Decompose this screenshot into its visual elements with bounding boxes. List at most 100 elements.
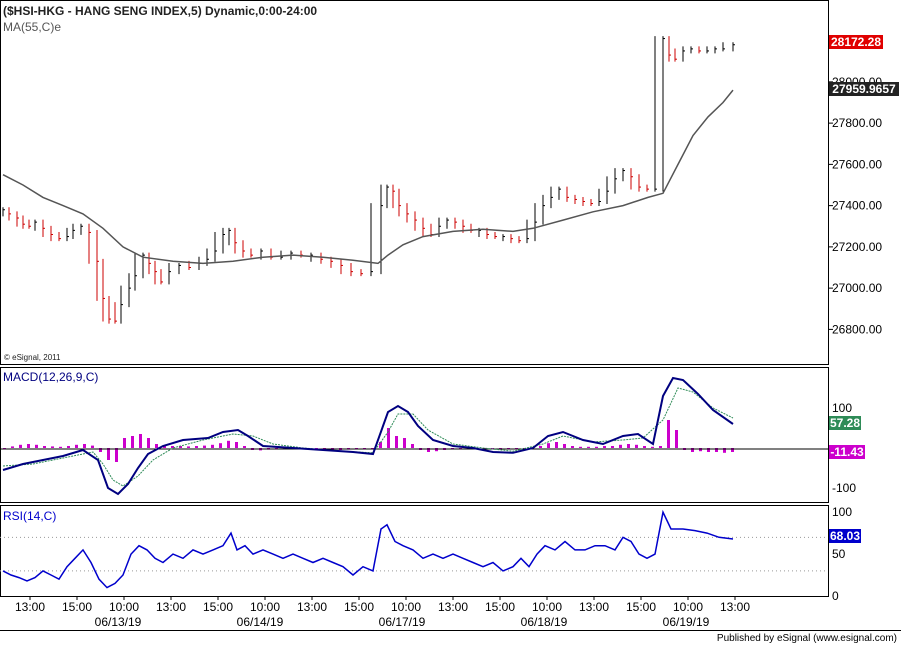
histogram-bar — [731, 448, 734, 452]
macd-value: 57.28 — [830, 416, 860, 430]
ma-label: MA(55,C)e — [3, 20, 61, 34]
histogram-bar — [547, 443, 550, 448]
histogram-bar — [211, 444, 214, 448]
histogram-bar — [723, 448, 726, 453]
histogram-bar — [171, 446, 174, 448]
price-tick-label: 26800.00 — [832, 322, 882, 336]
x-tick-label: 15:00 — [203, 600, 233, 614]
signal-line — [2, 387, 734, 487]
histogram-bar — [19, 444, 22, 448]
histogram-bar — [619, 444, 622, 448]
macd-line — [2, 376, 734, 496]
histogram-bar — [699, 448, 702, 452]
histogram-bar — [635, 444, 638, 448]
histogram-bar — [563, 444, 566, 448]
copyright: © eSignal, 2011 — [4, 353, 61, 362]
histogram-bar — [203, 445, 206, 448]
macd-panel-frame — [0, 367, 829, 503]
histogram-bar — [707, 448, 710, 452]
rsi-axis-ticks: 100 50 0 — [832, 505, 852, 603]
histogram-bar — [459, 448, 462, 449]
histogram-bar — [627, 444, 630, 448]
histogram-bar — [187, 446, 190, 448]
rsi-value-badge: 68.03 — [829, 529, 861, 543]
macd-tick-label: 100 — [832, 401, 852, 415]
chart-title: ($HSI-HKG - HANG SENG INDEX,5) Dynamic,0… — [3, 4, 317, 18]
date-label: 06/18/19 — [521, 615, 568, 629]
histogram-bar — [3, 448, 6, 449]
published-by: Published by eSignal (www.esignal.com) — [717, 633, 897, 644]
rsi-tick-label: 0 — [832, 589, 839, 603]
price-tick-label: 27400.00 — [832, 199, 882, 213]
histogram-bar — [35, 444, 38, 448]
histogram-bar — [555, 442, 558, 448]
x-tick-label: 10:00 — [109, 600, 139, 614]
date-label: 06/17/19 — [379, 615, 426, 629]
histogram-bar — [107, 448, 110, 460]
x-tick-label: 15:00 — [626, 600, 656, 614]
histogram-bar — [587, 446, 590, 448]
rsi-value: 68.03 — [830, 529, 860, 543]
histogram-bar — [243, 446, 246, 448]
x-axis: 13:00 15:00 10:00 13:00 15:00 10:00 13:00 15:00… — [15, 596, 750, 629]
x-tick-label: 10:00 — [391, 600, 421, 614]
histogram-bar — [379, 442, 382, 448]
histogram-bar — [235, 442, 238, 448]
price-bars — [2, 36, 735, 324]
rsi-panel-frame — [0, 505, 829, 597]
histogram-bar — [427, 448, 430, 452]
price-tick-label: 27800.00 — [832, 116, 882, 130]
date-label: 06/19/19 — [663, 615, 710, 629]
price-tick-label: 27200.00 — [832, 240, 882, 254]
histogram-bar — [11, 446, 14, 448]
histogram-bar — [139, 434, 142, 448]
date-label: 06/13/19 — [95, 615, 142, 629]
histogram-bar — [179, 446, 182, 448]
histogram-bar — [99, 448, 102, 452]
x-tick-label: 10:00 — [673, 600, 703, 614]
histogram-bar — [539, 446, 542, 448]
histogram-bar — [219, 443, 222, 448]
histogram-bar — [571, 446, 574, 448]
histogram-bar — [83, 444, 86, 448]
rsi-tick-label: 50 — [832, 547, 846, 561]
histogram-bar — [163, 445, 166, 448]
histogram-bar — [275, 448, 278, 449]
price-tick-label: 27000.00 — [832, 281, 882, 295]
histogram-bar — [395, 436, 398, 448]
last-price-value: 28172.28 — [831, 35, 881, 49]
macd-axis-ticks: 100 -100 — [832, 401, 856, 495]
macd-title: MACD(12,26,9,C) — [3, 370, 98, 384]
histogram-bar — [411, 444, 414, 448]
histogram-bar — [611, 446, 614, 448]
x-tick-label: 13:00 — [579, 600, 609, 614]
rsi-tick-label: 100 — [832, 505, 852, 519]
x-tick-label: 15:00 — [62, 600, 92, 614]
histogram-bar — [75, 444, 78, 448]
x-tick-label: 13:00 — [15, 600, 45, 614]
histogram-value: -11.43 — [830, 445, 864, 459]
panel-frames — [0, 0, 829, 597]
date-label: 06/14/19 — [237, 615, 284, 629]
histogram-bar — [403, 438, 406, 448]
histogram-bar — [115, 448, 118, 462]
histogram-bar — [675, 430, 678, 448]
last-price-badge: 28172.28 — [829, 35, 883, 49]
histogram-bar — [155, 444, 158, 448]
histogram-bar — [27, 444, 30, 448]
histogram-bar — [715, 448, 718, 452]
histogram-bar — [59, 446, 62, 448]
x-tick-label: 13:00 — [297, 600, 327, 614]
histogram-bar — [515, 448, 518, 449]
histogram-bar — [91, 445, 94, 448]
macd-value-badge: 57.28 — [829, 416, 861, 430]
histogram-bar — [499, 448, 502, 449]
histogram-bar — [123, 438, 126, 448]
price-panel-frame — [0, 0, 829, 365]
histogram-bar — [227, 440, 230, 448]
x-tick-label: 13:00 — [720, 600, 750, 614]
x-tick-label: 10:00 — [250, 600, 280, 614]
x-tick-label: 15:00 — [485, 600, 515, 614]
